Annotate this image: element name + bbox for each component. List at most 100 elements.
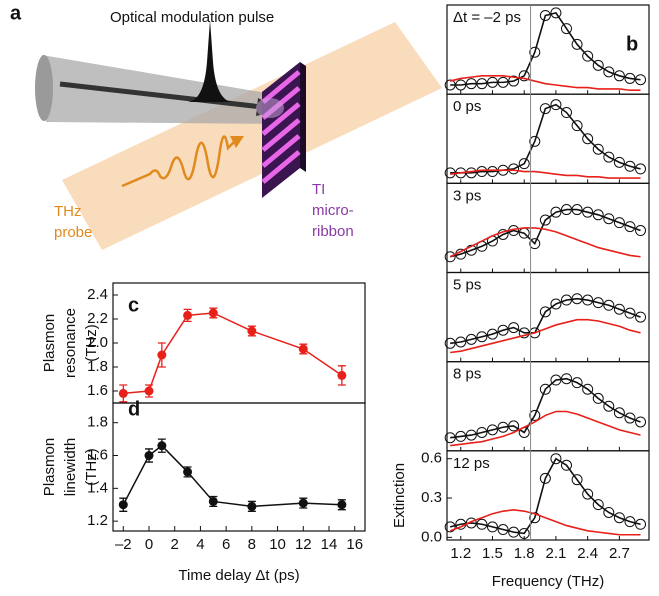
data-point: [561, 23, 573, 35]
data-point: [497, 524, 509, 536]
data-point: [157, 350, 167, 360]
data-point: [208, 496, 218, 506]
x-tick-label: 2: [171, 536, 179, 553]
data-point: [635, 163, 647, 175]
data-point: [476, 426, 488, 438]
data-point: [539, 214, 551, 226]
y-tick-label: 1.6: [87, 446, 108, 463]
panel-label: 3 ps: [453, 187, 481, 204]
x-tick-label: 1.5: [482, 545, 503, 562]
panel-letter: b: [626, 33, 638, 55]
data-point: [582, 133, 594, 145]
y-tick-label: 0.6: [421, 450, 442, 467]
x-axis-label: Frequency (THz): [492, 573, 605, 590]
x-tick-label: 2.7: [609, 545, 630, 562]
ribbon-edge: [300, 62, 306, 172]
data-point: [118, 388, 128, 398]
data-point: [298, 498, 308, 508]
data-point: [518, 70, 530, 82]
data-point: [529, 46, 541, 58]
panel-label: 0 ps: [453, 98, 481, 115]
x-tick-label: 4: [196, 536, 204, 553]
spectrum-line: [450, 297, 641, 345]
spectrum-line: [449, 509, 641, 536]
data-point: [603, 66, 615, 78]
data-point: [539, 9, 551, 21]
x-tick-label: 10: [269, 536, 286, 553]
data-point: [183, 467, 193, 477]
data-point: [624, 307, 636, 319]
spectrum-line: [450, 318, 641, 354]
data-point: [603, 299, 615, 311]
data-point: [603, 506, 615, 518]
data-point: [571, 377, 583, 389]
data-point: [613, 217, 625, 229]
pump-arrow: [59, 81, 263, 110]
plot-frame: [112, 402, 366, 532]
y-axis-label: Extinction: [391, 463, 408, 528]
data-point: [486, 328, 498, 340]
y-tick-label: 1.6: [87, 382, 108, 399]
pulse-label: Optical modulation pulse: [110, 9, 274, 26]
y-tick-label: 2.4: [87, 286, 108, 303]
data-point: [550, 7, 562, 19]
data-point: [118, 500, 128, 510]
plot-frame: [446, 450, 650, 541]
data-point: [561, 107, 573, 119]
spectrum-line: [450, 103, 641, 174]
y-axis-label: (THz): [83, 448, 100, 486]
data-point: [613, 70, 625, 82]
y-axis-label: Plasmon: [41, 438, 58, 496]
y-tick-label: 0.3: [421, 489, 442, 506]
spectrum-line: [450, 377, 641, 439]
data-point: [635, 518, 647, 530]
data-point: [247, 501, 257, 511]
data-point: [157, 441, 167, 451]
data-point: [550, 99, 562, 111]
data-point: [444, 521, 456, 533]
panel-letter: d: [128, 398, 140, 420]
data-point: [613, 303, 625, 315]
data-point: [603, 151, 615, 163]
data-point: [518, 158, 530, 170]
y-axis-label: (THz): [83, 324, 100, 362]
data-point: [486, 424, 498, 436]
panel-label: Δt = –2 ps: [453, 9, 521, 26]
panel-label: 5 ps: [453, 276, 481, 293]
data-point: [571, 120, 583, 132]
probe-label: THz: [54, 203, 82, 220]
pulse: [188, 20, 232, 102]
data-point: [529, 409, 541, 421]
data-point: [539, 103, 551, 115]
data-point: [613, 407, 625, 419]
data-point: [476, 331, 488, 343]
y-tick-label: 2.0: [87, 334, 108, 351]
data-point: [208, 308, 218, 318]
y-axis-label: resonance: [62, 308, 79, 378]
thz-arrowhead: [230, 136, 244, 148]
x-tick-label: 12: [295, 536, 312, 553]
probe-label: probe: [54, 224, 92, 241]
data-point: [550, 453, 562, 465]
y-axis-label: linewidth: [62, 438, 79, 496]
x-tick-label: 2.4: [577, 545, 598, 562]
x-axis-label: Time delay Δt (ps): [178, 567, 299, 584]
data-point: [635, 225, 647, 237]
data-point: [465, 333, 477, 345]
data-point: [582, 383, 594, 395]
data-line: [123, 312, 343, 395]
x-tick-label: 14: [321, 536, 338, 553]
y-tick-label: 1.8: [87, 414, 108, 431]
data-point: [144, 386, 154, 396]
x-tick-label: 1.2: [450, 545, 471, 562]
data-point: [298, 344, 308, 354]
data-point: [592, 297, 604, 309]
spectrum-line: [450, 169, 641, 179]
x-tick-label: –2: [115, 536, 132, 553]
data-point: [592, 59, 604, 71]
data-point: [486, 521, 498, 533]
panel-letter: a: [10, 2, 22, 24]
y-tick-label: 1.4: [87, 479, 108, 496]
data-point: [539, 472, 551, 484]
data-point: [337, 370, 347, 380]
